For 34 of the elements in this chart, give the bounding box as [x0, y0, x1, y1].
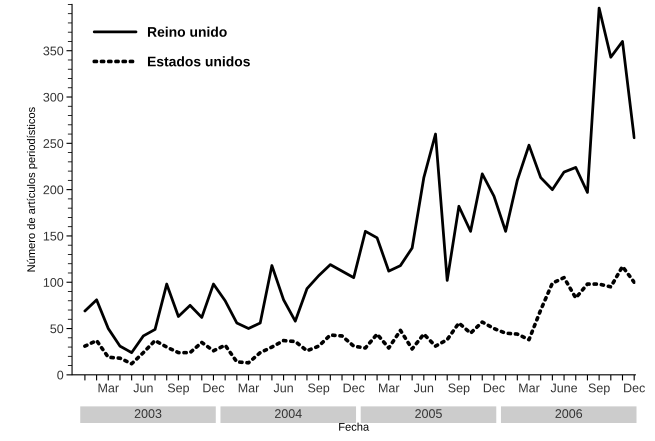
x-tick-label: Jun: [414, 384, 434, 392]
x-tick-label: Sep: [588, 384, 610, 395]
y-tick-label: 50: [50, 324, 64, 334]
x-tick-label: Sep: [168, 384, 189, 395]
x-tick-label: Jun: [274, 384, 293, 392]
x-tick-label: Dec: [203, 384, 224, 392]
x-tick-label: Mar: [98, 384, 119, 392]
x-tick-label: Sep: [308, 384, 330, 395]
x-tick-label: Dec: [484, 384, 505, 392]
x-tick-label: Dec: [344, 384, 364, 392]
legend-label: Reino unido: [148, 26, 227, 37]
y-tick-label: 350: [43, 46, 64, 56]
y-tick-label: 300: [43, 92, 64, 102]
x-tick-label: June: [550, 384, 578, 392]
x-tick-label: Mar: [238, 384, 260, 392]
x-tick-label: Mar: [519, 384, 540, 392]
x-tick-label: Sep: [448, 384, 470, 395]
legend-label: Estados unidos: [148, 56, 250, 66]
y-tick-label: 100: [44, 278, 64, 287]
text: 2005: [415, 409, 442, 418]
y-tick-label: 250: [43, 139, 64, 148]
y-tick-label: 150: [44, 232, 64, 241]
x-tick-label: Jun: [133, 384, 153, 392]
y-tick-label: 200: [43, 185, 64, 194]
x-tick-label: Mar: [379, 384, 400, 392]
text: 2004: [274, 409, 302, 418]
y-tick-label: 0: [57, 370, 64, 380]
x-axis-title: Fecha: [339, 422, 370, 431]
text: 2006: [555, 409, 582, 418]
x-tick-label: Dec: [624, 384, 645, 392]
y-axis-title: Número de artículos periodísticos: [26, 107, 38, 272]
line-series: [83, 264, 636, 366]
text: 2003: [134, 409, 162, 418]
line-series: [84, 6, 636, 354]
